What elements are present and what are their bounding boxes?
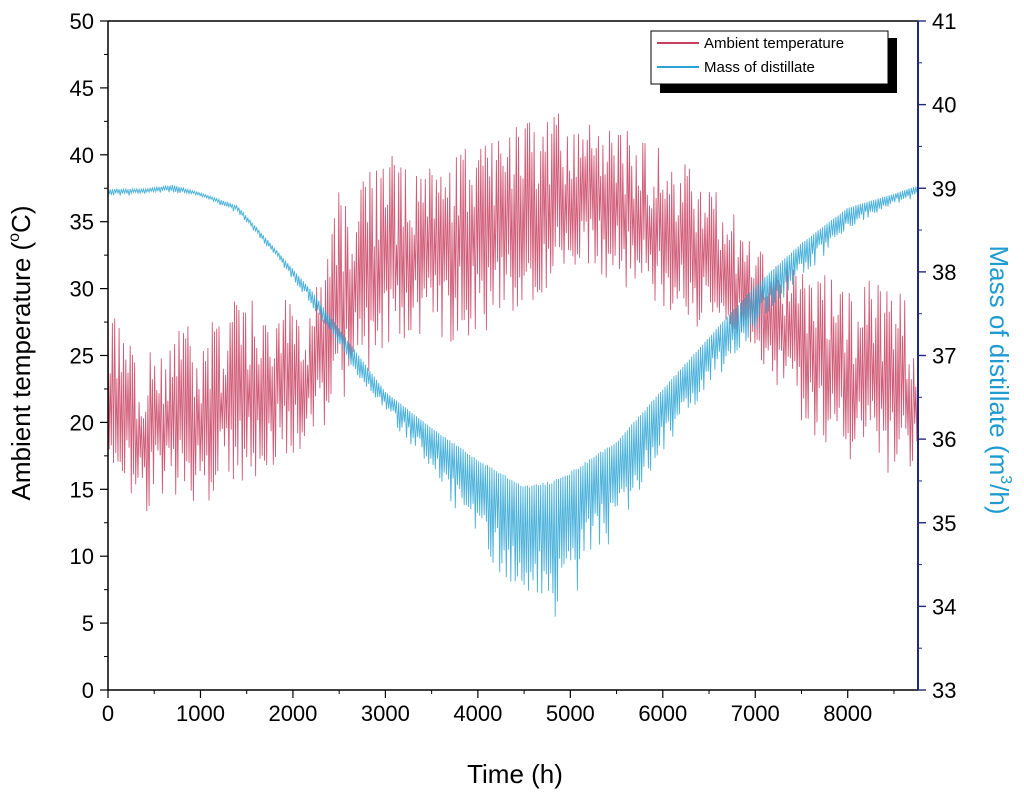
x-tick-label: 7000 — [731, 701, 780, 726]
right-y-title-main: Mass of distillate (m — [984, 246, 1014, 476]
x-tick-label: 1000 — [176, 701, 225, 726]
right-y-tick-label: 41 — [932, 9, 956, 34]
x-tick-label: 6000 — [638, 701, 687, 726]
right-y-axis-title: Mass of distillate (m3/h) — [984, 246, 1014, 515]
x-tick-label: 3000 — [361, 701, 410, 726]
right-y-tick-label: 35 — [932, 511, 956, 536]
x-axis-ticks: 0 1000 2000 3000 4000 5000 6000 7000 8000 — [102, 690, 895, 726]
x-tick-label: 0 — [102, 701, 114, 726]
left-y-tick-label: 15 — [70, 477, 94, 502]
left-y-tick-label: 30 — [70, 277, 94, 302]
right-y-title-sup: 3 — [997, 475, 1014, 484]
x-tick-label: 5000 — [546, 701, 595, 726]
left-y-title-sup: o — [6, 233, 23, 242]
right-y-tick-label: 40 — [932, 93, 956, 118]
right-y-tick-label: 39 — [932, 176, 956, 201]
legend-box — [650, 30, 889, 85]
left-y-title-main: Ambient temperature ( — [6, 241, 36, 500]
right-y-tick-label: 33 — [932, 678, 956, 703]
left-y-axis-ticks: 0 5 10 15 20 25 30 35 40 45 50 — [70, 9, 108, 703]
left-y-tick-label: 20 — [70, 410, 94, 435]
left-y-tick-label: 45 — [70, 76, 94, 101]
series-ambient-temperature — [107, 113, 919, 512]
series-mass-of-distillate — [107, 184, 919, 617]
right-y-tick-label: 37 — [932, 344, 956, 369]
right-y-tick-label: 36 — [932, 427, 956, 452]
right-y-tick-label: 34 — [932, 594, 956, 619]
x-tick-label: 4000 — [453, 701, 502, 726]
legend-label-ambient-temperature: Ambient temperature — [704, 35, 844, 52]
right-y-axis-ticks: 33 34 35 36 37 38 39 40 41 — [918, 9, 956, 703]
left-y-tick-label: 5 — [82, 611, 94, 636]
left-y-tick-label: 10 — [70, 544, 94, 569]
left-y-tick-label: 35 — [70, 210, 94, 235]
right-y-title-end: /h) — [984, 484, 1014, 514]
left-y-tick-label: 40 — [70, 143, 94, 168]
left-y-axis-title: Ambient temperature (oC) — [6, 205, 36, 500]
left-y-tick-label: 25 — [70, 344, 94, 369]
legend: Ambient temperature Mass of distillate — [650, 30, 897, 93]
line-mass-of-distillate — [107, 184, 919, 617]
left-y-tick-label: 0 — [82, 678, 94, 703]
x-tick-label: 8000 — [823, 701, 872, 726]
right-y-tick-label: 38 — [932, 260, 956, 285]
x-axis-title: Time (h) — [467, 759, 563, 789]
left-y-title-end: C) — [6, 205, 36, 232]
plot-area — [107, 113, 919, 617]
line-ambient-temperature — [107, 113, 919, 512]
legend-label-mass-of-distillate: Mass of distillate — [704, 59, 815, 76]
x-tick-label: 2000 — [268, 701, 317, 726]
left-y-tick-label: 50 — [70, 9, 94, 34]
